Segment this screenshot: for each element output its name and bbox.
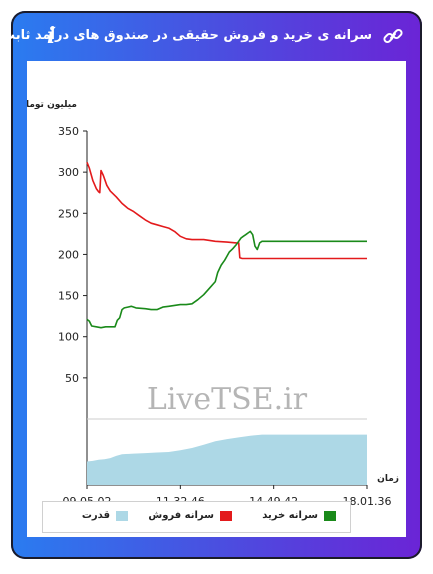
series-line-buy — [86, 230, 367, 329]
y-tick-label-0: 50 — [65, 372, 79, 385]
y-tick-label-3: 200 — [58, 248, 79, 261]
legend-swatch-buy — [324, 510, 336, 521]
chart-card: سرانه ی خرید و فروش حقیقی در صندوق های د… — [11, 11, 422, 559]
y-tick-label-4: 250 — [58, 207, 79, 220]
chart-title: سرانه ی خرید و فروش حقیقی در صندوق های د… — [11, 28, 372, 43]
chart-panel: LiveTSE.ir میلیون تومان 50 100 150 200 250 300 3… — [27, 61, 406, 537]
series-line-sell — [86, 162, 367, 260]
legend-label-sell: سرانه فروش — [148, 510, 214, 521]
y-axis-label: میلیون تومان — [27, 100, 77, 110]
y-tick-label-6: 350 — [58, 125, 79, 138]
link-icon[interactable] — [382, 27, 404, 45]
series-area-power — [87, 434, 367, 485]
legend-swatch-sell — [220, 510, 232, 521]
x-axis-label: زمان — [377, 474, 399, 484]
legend-item-power[interactable]: قدرت — [82, 510, 128, 524]
legend-item-sell[interactable]: سرانه فروش — [148, 510, 232, 524]
info-icon[interactable]: i — [47, 23, 56, 49]
chart-svg: LiveTSE.ir میلیون تومان 50 100 150 200 250 300 3… — [27, 100, 399, 508]
legend-label-buy: سرانه خرید — [262, 510, 318, 521]
y-tick-label-1: 100 — [58, 331, 79, 344]
y-tick-label-2: 150 — [58, 290, 79, 303]
watermark: LiveTSE.ir — [147, 382, 308, 417]
x-tick-label-3: 18.01.36 — [343, 495, 392, 508]
legend: سرانه خرید سرانه فروش قدرت — [42, 501, 351, 533]
legend-item-buy[interactable]: سرانه خرید — [262, 510, 336, 524]
legend-label-power: قدرت — [81, 510, 110, 521]
y-tick-label-5: 300 — [58, 166, 79, 179]
legend-swatch-power — [116, 510, 128, 521]
card-header: سرانه ی خرید و فروش حقیقی در صندوق های د… — [11, 11, 422, 61]
